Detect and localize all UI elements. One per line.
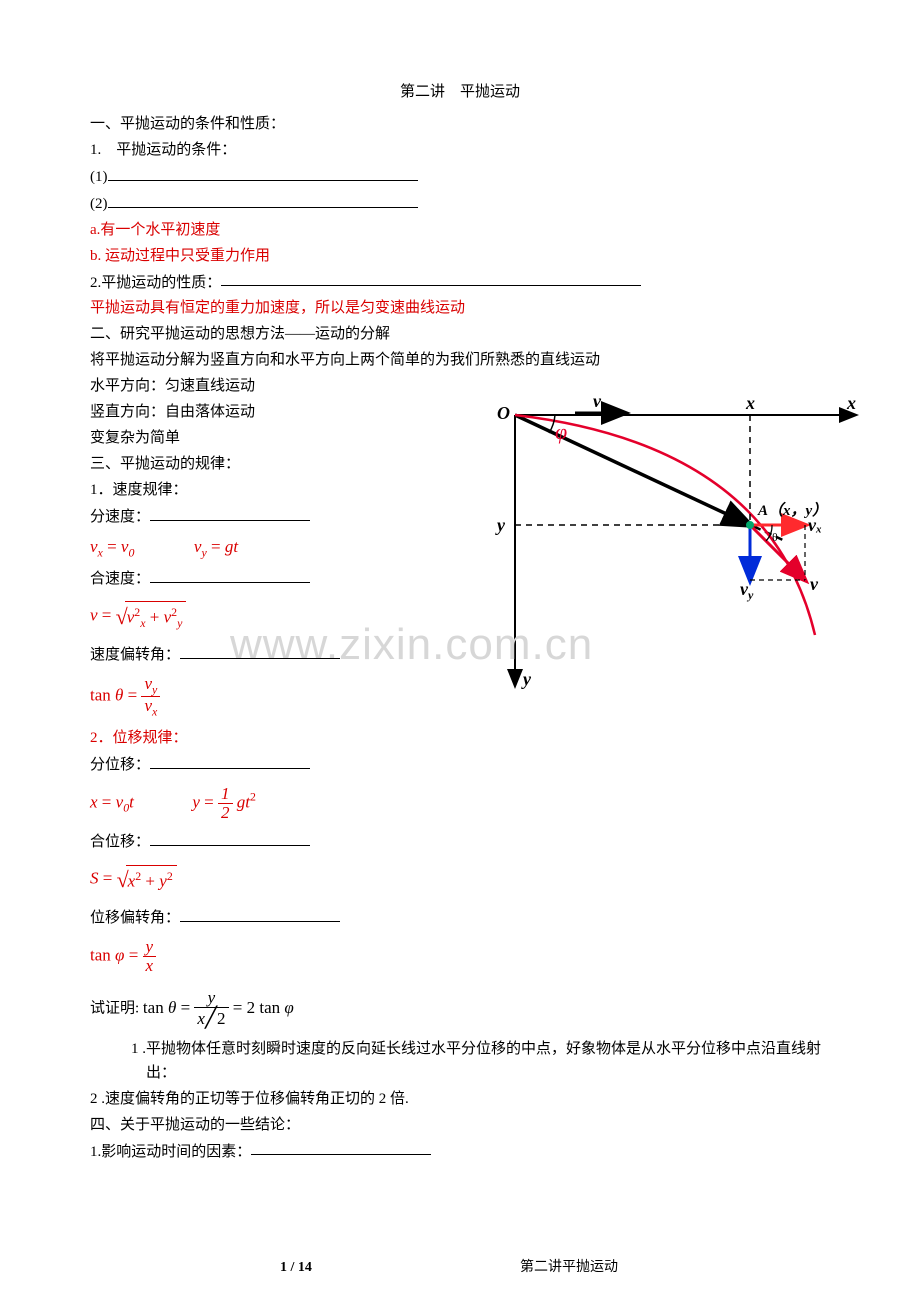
sec1-blank2: (2) [90,191,830,216]
sec2-heading: 二、研究平抛运动的思想方法——运动的分解 [90,322,830,346]
sec2-l4: 变复杂为简单 [90,426,830,450]
formula-tan-theta: tan θ = vy vx [90,675,160,718]
sec4-l1: 1.影响运动时间的因素： [90,1139,830,1164]
blank-line [108,191,418,208]
sec1-p1-head: 1. 平抛运动的条件： [90,138,830,162]
sec3-dtotal-label: 合位移： [90,829,830,854]
proof-row: 试证明: tan θ = y x╱2 = 2 tan φ [90,989,830,1029]
sec1-p2-ans: 平抛运动具有恒定的重力加速度，所以是匀变速曲线运动 [90,296,830,320]
sec3-dcomp: 分位移： [90,752,830,777]
note-1: 1 .平抛物体任意时刻瞬时速度的反向延长线过水平分位移的中点，好象物体是从水平分… [146,1037,830,1085]
formula-vx-vy: vx = v0 vy = gt [90,533,238,562]
sec3-vcomp: 分速度： [90,504,830,529]
footer-chapter: 第二讲平抛运动 [520,1257,618,1279]
sec3-d-rule: 2．位移规律： [90,726,830,750]
sec3-heading: 三、平抛运动的规律： [90,452,830,476]
sec1-ans-a: a.有一个水平初速度 [90,218,830,242]
note-2: 2 .速度偏转角的正切等于位移偏转角正切的 2 倍. [90,1087,830,1111]
sec3-vangle-label: 速度偏转角： [90,642,830,667]
sec1-heading: 一、平抛运动的条件和性质： [90,112,830,136]
sec1-p2: 2.平抛运动的性质： [90,270,830,295]
formula-tan-phi: tan φ = y x [90,938,156,975]
page-title: 第二讲 平抛运动 [90,80,830,104]
sec3-vtotal-label: 合速度： [90,566,830,591]
sec2-l1: 将平抛运动分解为竖直方向和水平方向上两个简单的为我们所熟悉的直线运动 [90,348,830,372]
blank-line [108,164,418,181]
sec3-v-rule: 1．速度规律： [90,478,830,502]
page-number: 1 / 14 [280,1257,312,1279]
sec4-heading: 四、关于平抛运动的一些结论： [90,1113,830,1137]
formula-S: S = √ x2 + y2 [90,862,177,897]
svg-text:x: x [846,395,856,413]
sec1-ans-b: b. 运动过程中只受重力作用 [90,244,830,268]
formula-x-y: x = v0t y = 1 2 gt2 [90,785,256,822]
sec2-l2: 水平方向：匀速直线运动 [90,374,830,398]
formula-v-total: v = √ v2x + v2y [90,599,186,634]
sec1-blank1: (1) [90,164,830,189]
sec3-dangle-label: 位移偏转角： [90,905,830,930]
sec2-l3: 竖直方向：自由落体运动 [90,400,830,424]
